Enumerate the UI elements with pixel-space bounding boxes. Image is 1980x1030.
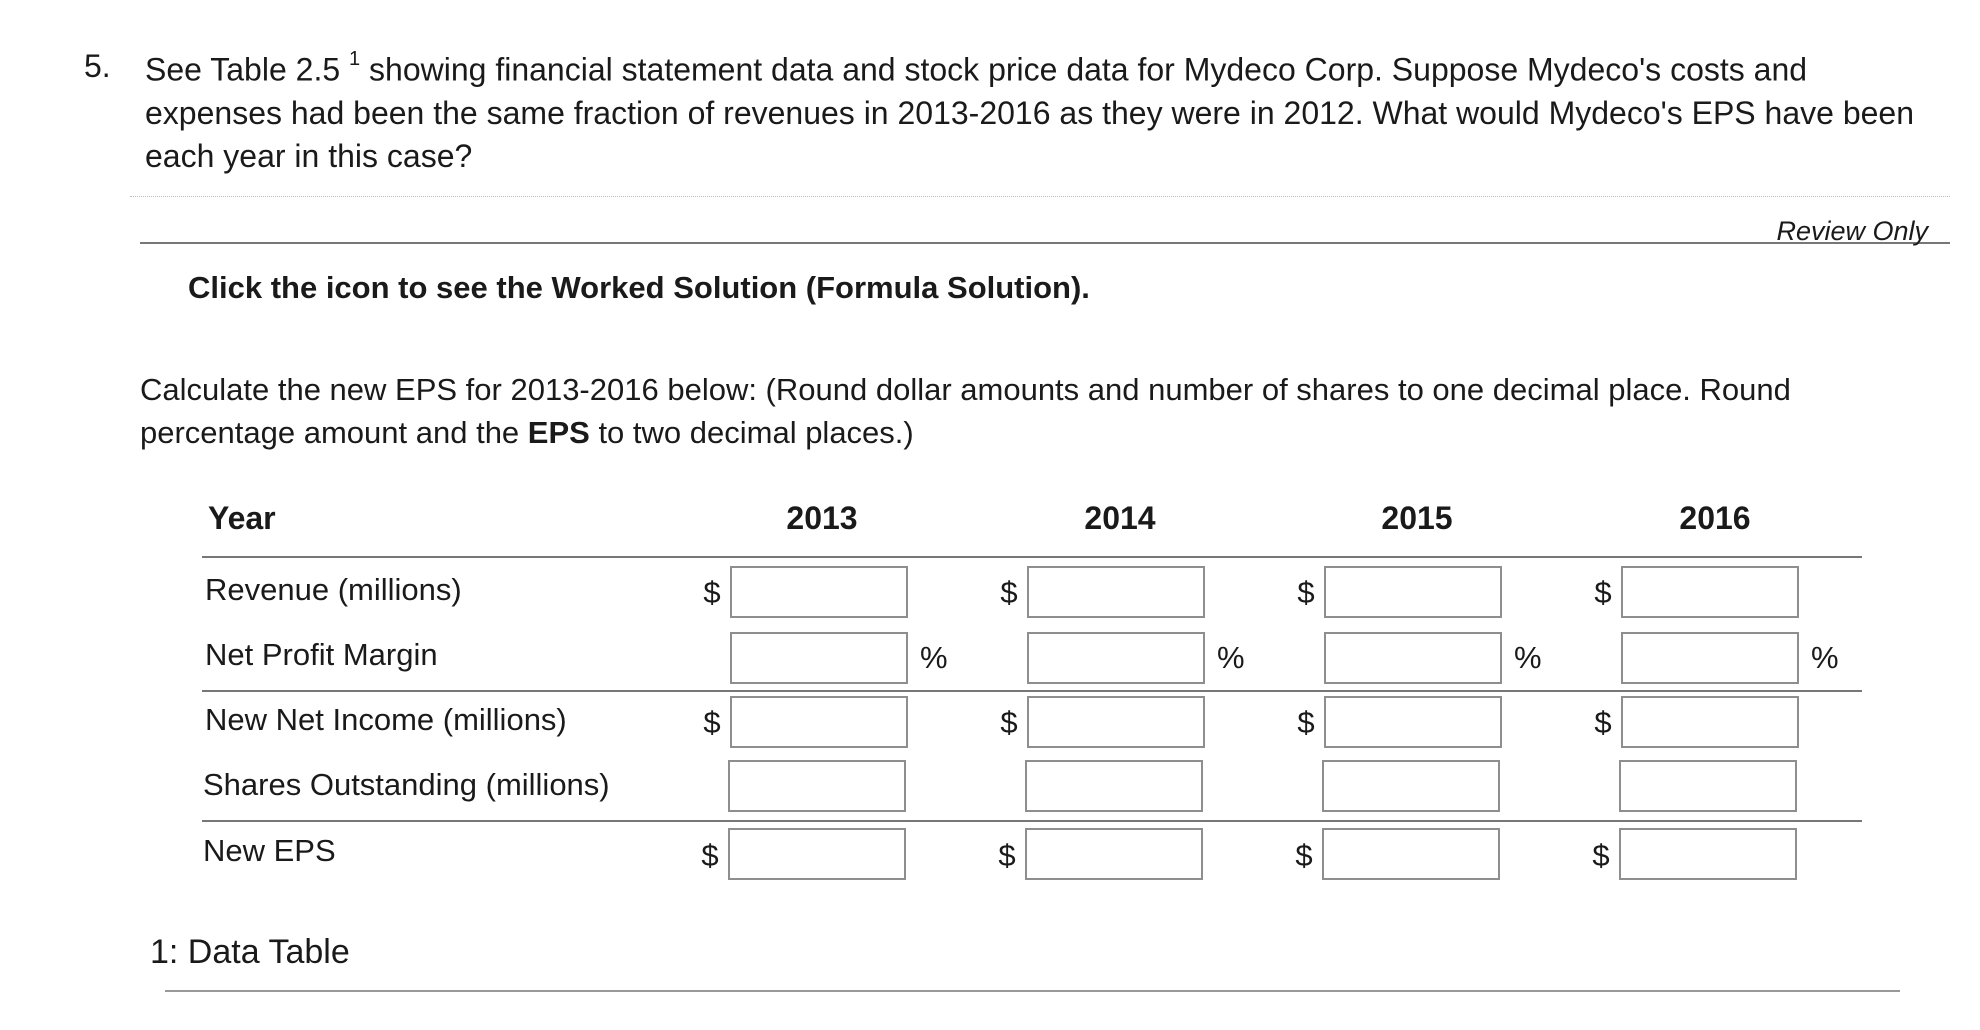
net-income-2014-input[interactable] [1027, 696, 1205, 748]
net-income-2016-input[interactable] [1621, 696, 1799, 748]
question-text-part2: showing financial statement data and sto… [145, 51, 1914, 174]
instructions: Calculate the new EPS for 2013-2016 belo… [140, 368, 1920, 454]
data-table-link[interactable]: 1: Data Table [150, 933, 350, 971]
currency-symbol: $ [703, 705, 721, 740]
row-label-new-eps: New EPS [203, 833, 336, 868]
net-income-2013-input[interactable] [730, 696, 908, 748]
question-text-part1: See Table 2.5 [145, 51, 350, 88]
margin-2014-input[interactable] [1027, 632, 1205, 684]
question-text: See Table 2.5 1 showing financial statem… [145, 42, 1925, 178]
divider-review [140, 242, 1950, 244]
instructions-part2: to two decimal places.) [589, 415, 914, 450]
margin-2016-input[interactable] [1621, 632, 1799, 684]
eps-2014-input[interactable] [1025, 828, 1203, 880]
shares-2015-input[interactable] [1322, 760, 1500, 812]
table-lower-rule [202, 820, 1862, 822]
row-label-revenue: Revenue (millions) [205, 572, 462, 607]
year-header-2013: 2013 [786, 500, 858, 536]
revenue-2016-input[interactable] [1621, 566, 1799, 618]
footer-rule [165, 990, 1900, 992]
instructions-part1: Calculate the new EPS for 2013-2016 belo… [140, 372, 1791, 450]
year-header-2015: 2015 [1381, 500, 1453, 536]
question-number: 5. [84, 48, 111, 84]
percent-symbol: % [920, 640, 948, 675]
table-mid-rule [202, 690, 1862, 692]
currency-symbol: $ [998, 838, 1016, 873]
percent-symbol: % [1514, 640, 1542, 675]
currency-symbol: $ [701, 838, 719, 873]
year-header: Year [208, 500, 276, 536]
footnote-link[interactable]: 1 [349, 48, 361, 70]
shares-2014-input[interactable] [1025, 760, 1203, 812]
year-header-2016: 2016 [1679, 500, 1751, 536]
currency-symbol: $ [1295, 838, 1313, 873]
eps-2013-input[interactable] [728, 828, 906, 880]
net-income-2015-input[interactable] [1324, 696, 1502, 748]
percent-symbol: % [1217, 640, 1245, 675]
currency-symbol: $ [1297, 705, 1315, 740]
percent-symbol: % [1811, 640, 1839, 675]
currency-symbol: $ [1000, 575, 1018, 610]
margin-2015-input[interactable] [1324, 632, 1502, 684]
divider-dotted [130, 196, 1950, 197]
row-label-shares-outstanding: Shares Outstanding (millions) [203, 767, 610, 802]
worked-solution-link[interactable]: Click the icon to see the Worked Solutio… [188, 270, 1090, 305]
revenue-2015-input[interactable] [1324, 566, 1502, 618]
eps-2015-input[interactable] [1322, 828, 1500, 880]
instructions-bold: EPS [527, 415, 590, 450]
currency-symbol: $ [1592, 838, 1610, 873]
review-only-label: Review Only [1776, 216, 1928, 246]
currency-symbol: $ [1594, 705, 1612, 740]
row-label-net-profit-margin: Net Profit Margin [205, 637, 438, 672]
shares-2013-input[interactable] [728, 760, 906, 812]
eps-2016-input[interactable] [1619, 828, 1797, 880]
currency-symbol: $ [1000, 705, 1018, 740]
currency-symbol: $ [703, 575, 721, 610]
currency-symbol: $ [1594, 575, 1612, 610]
revenue-2013-input[interactable] [730, 566, 908, 618]
revenue-2014-input[interactable] [1027, 566, 1205, 618]
margin-2013-input[interactable] [730, 632, 908, 684]
row-label-new-net-income: New Net Income (millions) [205, 702, 567, 737]
year-header-2014: 2014 [1084, 500, 1156, 536]
shares-2016-input[interactable] [1619, 760, 1797, 812]
currency-symbol: $ [1297, 575, 1315, 610]
table-header-rule [202, 556, 1862, 558]
